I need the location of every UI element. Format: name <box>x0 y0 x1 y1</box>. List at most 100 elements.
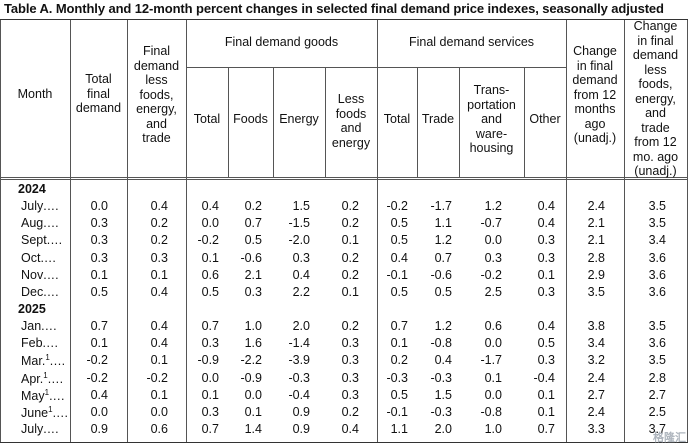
table-cell: 1.2 <box>434 319 452 333</box>
header-goods-foods: Foods <box>233 112 268 126</box>
table-cell: 0.5 <box>390 285 408 299</box>
table-cell: 0.4 <box>90 387 108 402</box>
table-cell: 0.3 <box>90 250 108 265</box>
table-cell: 0.1 <box>150 353 168 368</box>
header-line: ware- <box>475 126 508 141</box>
table-cell: 0.0 <box>484 387 502 402</box>
table-cell: -0.2 <box>86 370 108 385</box>
table-cell: 2.5 <box>484 285 502 299</box>
row-month-label: Apr.1.... <box>21 371 64 386</box>
table-cell: 1.5 <box>434 387 452 402</box>
table-cell: 0.1 <box>390 336 408 351</box>
table-cell: 0.4 <box>537 199 555 213</box>
table-cell: 0.5 <box>434 285 452 299</box>
header-total-final-demand: Total final demand <box>70 72 127 116</box>
table-cell: 0.5 <box>537 336 555 351</box>
header-line: Final <box>142 44 171 58</box>
row-month-label: Aug.... <box>21 216 59 230</box>
table-cell: 0.1 <box>484 370 502 385</box>
table-row: July.... 0.9 0.6 0.7 1.4 0.9 0.4 1.1 2.0 1.0 0.7 3.… <box>0 421 688 438</box>
row-month-label: May1.... <box>21 388 65 403</box>
header-line: demand <box>133 58 180 73</box>
table-cell: 0.0 <box>90 199 108 213</box>
row-month-label: Mar.1.... <box>21 353 66 368</box>
leader-dots: .... <box>42 336 59 351</box>
table-cell: 0.1 <box>341 285 359 299</box>
header-line: energy, <box>136 102 177 116</box>
table-cell: 1.5 <box>292 199 310 213</box>
leader-dots: .... <box>43 199 60 213</box>
table-cell: 2.7 <box>648 387 666 402</box>
table-cell: -0.4 <box>533 370 555 385</box>
table-cell: 1.4 <box>244 422 262 437</box>
table-cell: 2.8 <box>648 370 666 385</box>
table-cell: 2.2 <box>292 285 310 299</box>
table-cell: 1.0 <box>484 422 502 437</box>
table-row: Dec.... 0.5 0.4 0.5 0.3 2.2 0.1 0.5 0.5 2.5 0.3 3.5… <box>0 284 688 301</box>
leader-dots: .... <box>47 371 64 386</box>
header-change-12-months-less: Change in final demand less foods, energy, and… <box>624 19 687 179</box>
table-cell: 0.2 <box>244 199 262 213</box>
table-cell: 0.4 <box>150 336 168 351</box>
table-cell: 0.2 <box>341 216 359 231</box>
table-cell: 3.6 <box>648 285 666 299</box>
table-cell: 1.1 <box>434 216 452 231</box>
header-goods-total: Total <box>193 112 221 126</box>
footnote-marker: 1 <box>44 387 50 397</box>
table-cell: 1.2 <box>484 199 502 213</box>
table-cell: 0.5 <box>244 233 262 248</box>
leader-dots: .... <box>43 285 60 299</box>
table-cell: 0.3 <box>341 353 359 368</box>
table-cell: 0.3 <box>150 250 168 265</box>
header-final-demand-goods: Final demand goods <box>224 35 339 49</box>
table-cell: 0.3 <box>341 370 359 385</box>
header-month: Month <box>17 87 53 101</box>
table-cell: 1.1 <box>390 422 408 437</box>
header-line: trade <box>142 131 171 145</box>
table-cell: -0.2 <box>146 370 168 385</box>
table-cell: -0.1 <box>386 405 408 419</box>
footnote-marker: 1 <box>48 405 53 414</box>
header-line: and <box>645 106 666 120</box>
table-cell: 0.2 <box>150 216 168 231</box>
leader-dots: .... <box>40 250 57 265</box>
leader-dots: .... <box>43 267 60 282</box>
table-cell: 0.0 <box>484 233 502 248</box>
header-final-demand-services: Final demand services <box>408 35 535 49</box>
table-cell: 3.8 <box>587 319 605 333</box>
leader-dots: .... <box>43 422 60 437</box>
table-cell: -1.4 <box>288 336 310 351</box>
watermark-logo: 格隆汇 <box>653 432 686 444</box>
month-text: Feb <box>21 336 43 351</box>
leader-dots: .... <box>49 354 66 369</box>
row-month-label: Oct.... <box>21 251 56 265</box>
table-row: Nov.... 0.1 0.1 0.6 2.1 0.4 0.2 -0.1 -0.6 -0.2 0.1… <box>0 267 688 284</box>
header-line: Less <box>337 92 365 106</box>
header-services-trade: Trade <box>421 112 455 126</box>
header-line: and <box>340 121 362 135</box>
table-cell: 0.7 <box>90 319 108 333</box>
table-cell: 0.0 <box>484 336 502 351</box>
month-text: Apr. <box>21 371 44 386</box>
header-line: final <box>87 86 110 101</box>
table-cell: 3.5 <box>648 216 666 231</box>
header-line: from 12 <box>573 87 617 102</box>
table-row: Oct.... 0.3 0.3 0.1 -0.6 0.3 0.2 0.4 0.7 0.3 0.3 2.… <box>0 250 688 267</box>
header-line: less <box>145 73 168 87</box>
table-cell: -0.2 <box>86 353 108 368</box>
price-index-table: Month Total final demand Final demand less fo… <box>0 19 688 443</box>
table-cell: 0.7 <box>201 319 219 333</box>
header-change-12-months: Change in final demand from 12 months ago (una… <box>566 44 624 146</box>
table-cell: 0.4 <box>150 319 168 333</box>
table-cell: 0.5 <box>201 285 219 299</box>
header-line: from 12 <box>634 135 677 149</box>
header-line: foods, <box>139 87 174 102</box>
table-cell: 2.1 <box>587 216 605 231</box>
table-cell: -0.6 <box>240 250 262 265</box>
table-cell: 0.0 <box>90 405 108 419</box>
month-text: Aug <box>21 216 44 231</box>
table-cell: 0.6 <box>201 267 219 282</box>
table-row: Sept.... 0.3 0.2 -0.2 0.5 -2.0 0.1 0.5 1.2 0.0 0.3… <box>0 232 688 249</box>
table-cell: 0.2 <box>341 199 359 213</box>
table-cell: 0.2 <box>341 405 359 419</box>
